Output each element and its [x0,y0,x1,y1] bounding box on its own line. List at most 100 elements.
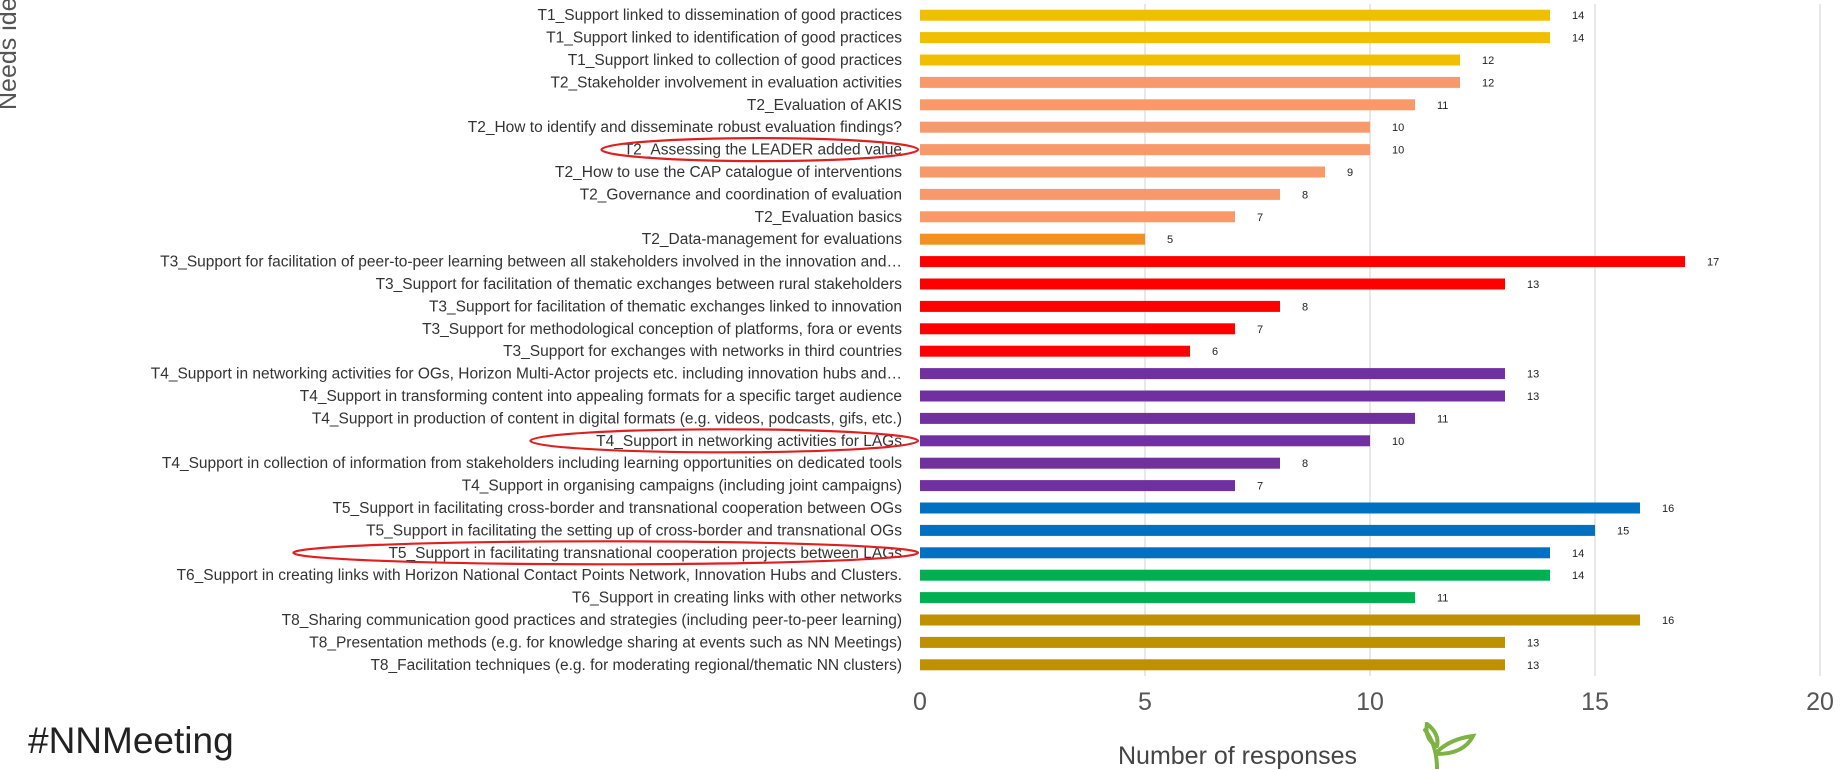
value-label: 9 [1347,167,1353,179]
value-label: 8 [1302,189,1308,201]
bar [920,368,1505,380]
x-tick-label: 0 [913,688,927,716]
category-label: T5_Support in facilitating transnational… [388,545,902,562]
bar [920,547,1550,559]
bar [920,502,1640,514]
highlight-ellipse [529,428,920,454]
bar [920,435,1370,447]
bar [920,300,1280,312]
value-label: 13 [1527,369,1539,381]
value-label: 16 [1662,503,1674,515]
category-label: T4_Support in transforming content into … [300,388,902,405]
category-label: T3_Support for facilitation of thematic … [429,298,902,315]
category-label: T5_Support in facilitating the setting u… [366,522,902,539]
x-tick-label: 10 [1356,688,1384,716]
highlight-ellipse [292,540,920,566]
x-tick-label: 20 [1806,688,1834,716]
category-label: T4_Support in collection of information … [162,455,902,472]
category-label: T4_Support in networking activities for … [151,366,902,383]
category-label: T3_Support for exchanges with networks i… [503,343,902,360]
category-label: T6_Support in creating links with other … [572,590,902,607]
value-label: 13 [1527,279,1539,291]
value-label: 13 [1527,391,1539,403]
bar [920,166,1325,178]
bar [920,390,1505,402]
highlight-ellipse [600,137,920,163]
bar [920,99,1415,111]
value-label: 14 [1572,548,1584,560]
bar [920,9,1550,21]
category-label: T2_Governance and coordination of evalua… [580,186,902,203]
value-label: 8 [1302,301,1308,313]
leaf-logo-icon [1423,722,1477,769]
bar [920,345,1190,357]
bar [920,233,1145,245]
bar [920,569,1550,581]
value-label: 7 [1257,212,1263,224]
bar [920,144,1370,156]
x-axis-title: Number of responses [1118,742,1358,770]
value-label: 10 [1392,122,1404,134]
x-axis-ticks: 0 5 10 15 20 [913,688,1834,716]
category-label: T4_Support in production of content in d… [312,410,902,427]
category-label: T2_Data-management for evaluations [642,231,902,248]
value-label: 15 [1617,525,1629,537]
category-label: T2_Stakeholder involvement in evaluation… [550,74,902,91]
x-tick-label: 5 [1138,688,1152,716]
value-label: 11 [1437,593,1448,605]
value-label: 7 [1257,481,1263,493]
value-label: 13 [1527,637,1539,649]
x-tick-label: 15 [1581,688,1609,716]
category-label: T4_Support in networking activities for … [596,433,902,450]
value-label: 12 [1482,77,1494,89]
category-label: T2_How to use the CAP catalogue of inter… [555,164,902,181]
category-label: T1_Support linked to identification of g… [546,30,902,47]
bar [920,76,1460,88]
value-label: 14 [1572,33,1584,45]
category-label: T8_Facilitation techniques (e.g. for mod… [370,657,902,674]
bar [920,188,1280,200]
category-label: T1_Support linked to collection of good … [568,52,903,69]
bar [920,480,1235,492]
value-label: 7 [1257,324,1263,336]
category-labels: T1_Support linked to dissemination of go… [151,7,903,674]
y-axis-title: Needs identified [0,0,22,110]
value-label: 8 [1302,458,1308,470]
value-label: 13 [1527,660,1539,672]
value-labels: 14 14 12 12 11 10 10 9 8 7 5 17 13 8 7 6 13 13 11 10 8 7 16 15 1… [1167,10,1719,672]
gridlines [1144,4,1821,676]
category-label: T3_Support for facilitation of thematic … [376,276,903,293]
category-label: T8_Presentation methods (e.g. for knowle… [309,634,902,651]
value-label: 14 [1572,570,1584,582]
value-label: 11 [1437,413,1448,425]
value-label: 12 [1482,55,1494,67]
bar [920,278,1505,290]
bar [920,524,1595,536]
category-label: T1_Support linked to dissemination of go… [538,7,903,24]
category-label: T4_Support in organising campaigns (incl… [462,478,902,495]
category-label: T3_Support for facilitation of peer-to-p… [160,254,902,271]
category-label: T2_Assessing the LEADER added value [624,142,902,159]
bar [920,54,1460,66]
value-label: 10 [1392,436,1404,448]
bar [920,323,1235,335]
value-label: 16 [1662,615,1674,627]
bar [920,121,1370,133]
bar [920,32,1550,44]
value-label: 6 [1212,346,1218,358]
bar [920,412,1415,424]
bars [920,9,1685,671]
bar [920,211,1235,223]
bar [920,636,1505,648]
bar [920,614,1640,626]
bar [920,256,1685,268]
category-label: T2_How to identify and disseminate robus… [468,119,903,136]
category-label: T2_Evaluation basics [755,209,903,226]
value-label: 17 [1707,257,1719,269]
highlight-ellipses [292,137,920,566]
category-label: T8_Sharing communication good practices … [282,612,902,629]
bar [920,457,1280,469]
category-label: T2_Evaluation of AKIS [747,97,902,114]
value-label: 5 [1167,234,1173,246]
